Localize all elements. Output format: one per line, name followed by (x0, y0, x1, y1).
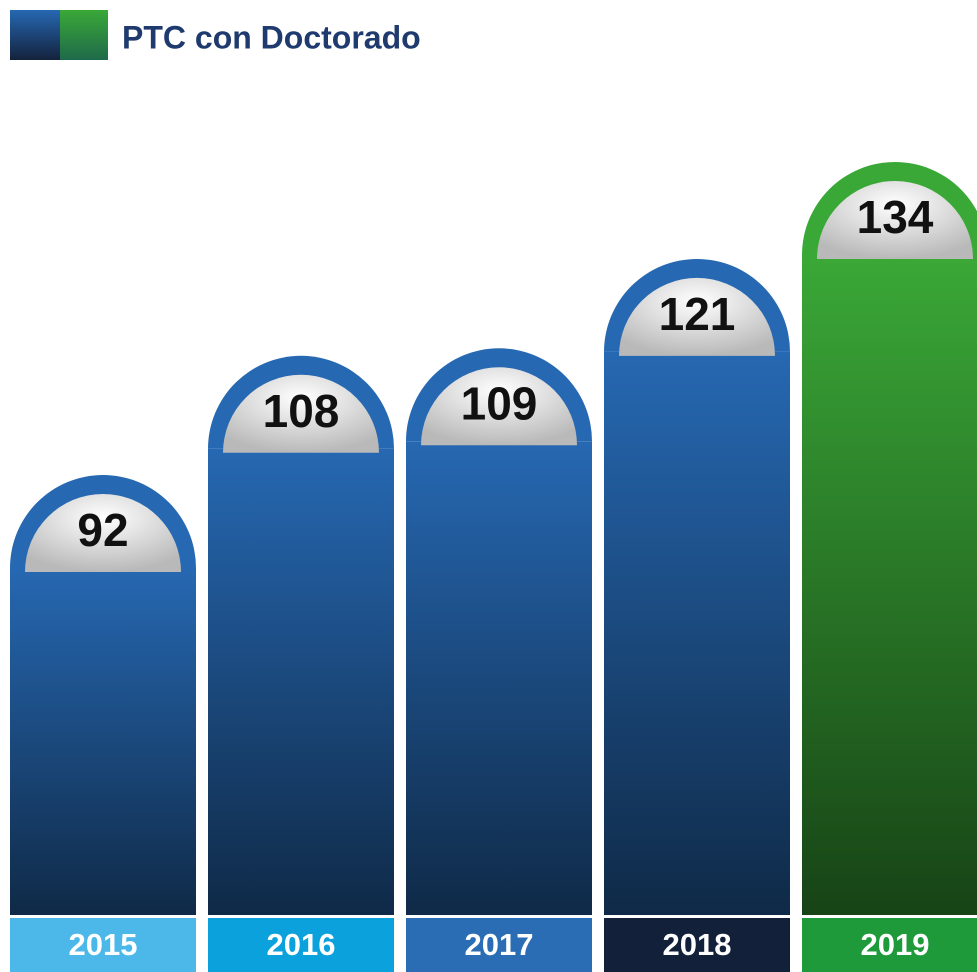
category-box (406, 918, 592, 972)
legend-swatch (10, 10, 60, 60)
plot: 92 2015 108 2016 109 2017 121 2018 134 2019 (10, 162, 977, 972)
bar-dome (817, 181, 973, 259)
value-label: 134 (857, 191, 934, 243)
value-label: 109 (461, 377, 538, 429)
value-label: 92 (77, 504, 128, 556)
value-label: 108 (263, 385, 340, 437)
chart-title: PTC con Doctorado (122, 19, 421, 55)
bar-dome (223, 374, 379, 453)
value-label: 121 (659, 288, 736, 340)
bar-shade (10, 568, 196, 915)
x-tick-label: 2016 (267, 927, 336, 962)
x-tick-label: 2018 (663, 927, 732, 962)
x-tick-label: 2019 (861, 927, 930, 962)
bar-shade (208, 448, 394, 915)
category-box (802, 918, 977, 972)
x-tick-label: 2015 (69, 927, 138, 962)
bar-shade (406, 441, 592, 915)
category-box (10, 918, 196, 972)
legend-swatch (60, 10, 108, 60)
bar-dome (421, 367, 577, 446)
category-box (208, 918, 394, 972)
bar-shade (604, 351, 790, 915)
bar-dome (25, 494, 181, 572)
x-tick-label: 2017 (465, 927, 534, 962)
bar-dome (619, 277, 775, 356)
bar-shade (802, 255, 977, 915)
category-box (604, 918, 790, 972)
